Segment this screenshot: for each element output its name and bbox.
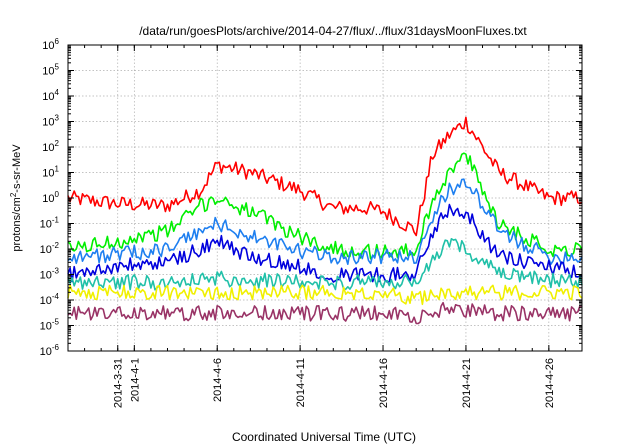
y-tick-label: 10-5	[40, 318, 60, 333]
y-tick-label: 10-3	[40, 267, 60, 282]
y-tick-label: 10-2	[40, 241, 60, 256]
y-tick-base: 10	[40, 295, 52, 307]
y-tick-base: 10	[42, 193, 54, 205]
y-tick-base: 10	[40, 219, 52, 231]
y-tick-label: 100	[42, 190, 59, 205]
y-tick-label: 10-4	[40, 292, 60, 307]
y-tick-label: 104	[42, 88, 59, 103]
y-tick-label: 101	[42, 165, 59, 180]
grid	[68, 45, 582, 351]
series-line	[67, 284, 583, 306]
x-tick-label: 2014-4-11	[295, 358, 307, 407]
y-tick-base: 10	[42, 117, 54, 129]
series-line	[67, 203, 583, 283]
series-line	[67, 301, 583, 325]
y-axis-label: protons/cm2-s-sr-MeV	[9, 144, 23, 252]
y-tick-base: 10	[42, 40, 54, 52]
y-tick-base: 10	[40, 270, 52, 282]
y-tick-exponent: -4	[52, 292, 60, 301]
y-tick-exponent: 3	[55, 114, 60, 123]
y-axis-ticks: 10-610-510-410-310-210-11001011021031041…	[40, 37, 582, 358]
x-tick-label: 2014-4-6	[212, 358, 224, 402]
y-axis-label-prefix: protons/cm	[11, 197, 23, 251]
x-axis-label: Coordinated Universal Time (UTC)	[232, 430, 416, 444]
y-tick-exponent: -6	[52, 343, 60, 352]
y-tick-exponent: -1	[52, 216, 60, 225]
y-tick-exponent: -2	[52, 241, 60, 250]
series-line	[67, 116, 583, 237]
y-tick-exponent: -3	[52, 267, 60, 276]
y-tick-exponent: 1	[55, 165, 60, 174]
y-tick-base: 10	[40, 321, 52, 333]
y-axis-label-suffix: -s-sr-MeV	[11, 144, 23, 193]
y-tick-exponent: 0	[55, 190, 60, 199]
y-tick-base: 10	[42, 142, 54, 154]
x-tick-label: 2014-3-31	[113, 358, 125, 408]
series-layer	[67, 116, 583, 325]
y-tick-base: 10	[42, 168, 54, 180]
x-axis-ticks: 2014-3-31 2014-4-1 2014-4-6 2014-4-11 2014-4…	[67, 45, 583, 408]
series-line	[67, 178, 583, 266]
y-tick-exponent: 6	[55, 37, 60, 46]
y-tick-base: 10	[40, 346, 52, 358]
y-tick-label: 103	[42, 114, 59, 129]
chart-title: /data/run/goesPlots/archive/2014-04-27/f…	[139, 24, 527, 38]
y-tick-label: 102	[42, 139, 59, 154]
x-tick-label: 2014-4-26	[544, 358, 556, 408]
series-line	[67, 238, 583, 291]
y-axis-label-sup: 2	[9, 192, 18, 197]
y-tick-exponent: 5	[55, 63, 60, 72]
y-tick-exponent: 2	[55, 139, 60, 148]
x-tick-label: 2014-4-16	[378, 358, 390, 408]
y-tick-label: 10-1	[40, 216, 60, 231]
y-tick-label: 106	[42, 37, 59, 52]
y-tick-base: 10	[42, 66, 54, 78]
y-tick-base: 10	[42, 91, 54, 103]
y-tick-base: 10	[40, 244, 52, 256]
x-tick-label: 2014-4-1	[129, 358, 141, 402]
y-tick-label: 10-6	[40, 343, 60, 358]
y-tick-exponent: -5	[52, 318, 60, 327]
y-tick-exponent: 4	[55, 88, 60, 97]
series-line	[67, 152, 583, 260]
x-tick-label: 2014-4-21	[461, 358, 473, 408]
y-tick-label: 105	[42, 63, 59, 78]
